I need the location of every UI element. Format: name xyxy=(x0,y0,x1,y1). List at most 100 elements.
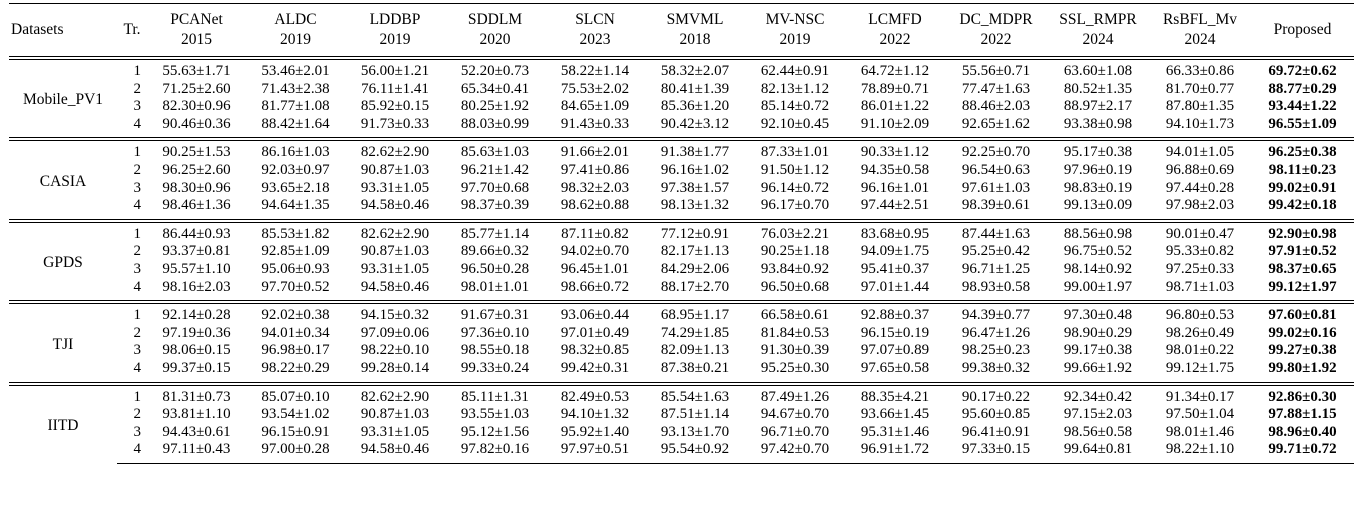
result-cell: 97.98±2.03 xyxy=(1165,197,1235,214)
result-cell: 90.87±1.03 xyxy=(360,406,430,423)
result-cell: 97.50±1.04 xyxy=(1165,406,1235,423)
result-cell: 97.91±0.52 xyxy=(1268,243,1337,260)
header-datasets: Datasets xyxy=(9,3,117,59)
result-cell: 95.12±1.56 xyxy=(460,423,530,440)
header-method-pcanet: PCANet 2015 xyxy=(147,3,246,59)
result-cell: 96.98±0.17 xyxy=(261,342,330,359)
result-cell: 96.14±0.72 xyxy=(760,179,830,196)
training-samples: 4 xyxy=(133,359,142,376)
result-cell: 55.56±0.71 xyxy=(945,56,1047,81)
result-cell: 97.41±0.86 xyxy=(560,161,630,178)
result-cell: 91.43±0.33 xyxy=(560,115,630,132)
training-samples: 1 xyxy=(117,137,147,162)
result-cell: 94.15±0.32 xyxy=(345,300,445,325)
result-cell: 94.01±1.05 xyxy=(1149,137,1251,162)
training-samples: 3 xyxy=(133,423,142,440)
result-cell: 81.84±0.53 xyxy=(760,324,830,341)
result-cell: 80.25±1.92 xyxy=(460,98,530,115)
table-header: Datasets Tr. PCANet 2015 ALDC 2019 LDDBP 2019… xyxy=(9,3,1354,59)
table-row: 4 90.46±0.36 88.42±1.64 91.73±0.33 88.03±0.9… xyxy=(9,116,1354,140)
result-cell: 93.31±1.05 xyxy=(360,423,430,440)
result-cell: 75.53±2.02 xyxy=(560,80,630,97)
result-cell: 86.16±1.03 xyxy=(246,137,345,162)
result-cell: 95.33±0.82 xyxy=(1165,243,1235,260)
result-cell: 82.09±1.13 xyxy=(660,342,730,359)
result-cell: 92.65±1.62 xyxy=(961,115,1031,132)
result-cell: 94.02±0.70 xyxy=(560,243,630,260)
table-row: IITD 1 81.31±0.73 85.07±0.10 82.62±2.90 85.11… xyxy=(9,381,1354,464)
dataset-name: TJI xyxy=(9,300,117,384)
result-cell: 99.66±1.92 xyxy=(1063,359,1133,376)
result-cell: 98.32±0.85 xyxy=(560,342,630,359)
result-cell: 88.46±2.03 xyxy=(961,98,1031,115)
training-samples: 2 xyxy=(133,243,142,260)
dataset-group-tji: TJI 1 92.14±0.28 92.02±0.38 94.15±0.32 91.67±… xyxy=(9,300,1354,384)
result-cell: 82.49±0.53 xyxy=(545,381,645,407)
result-cell: 96.41±0.91 xyxy=(961,423,1031,440)
result-cell: 97.33±0.15 xyxy=(945,441,1047,464)
result-cell: 99.33±0.24 xyxy=(460,359,530,376)
result-cell: 94.58±0.46 xyxy=(360,278,430,295)
result-cell: 96.54±0.63 xyxy=(961,161,1031,178)
result-cell: 93.38±0.98 xyxy=(1063,115,1133,132)
result-cell: 88.35±4.21 xyxy=(845,381,945,407)
result-cell: 95.57±1.10 xyxy=(162,260,231,277)
result-cell: 96.71±1.25 xyxy=(961,260,1031,277)
result-cell: 94.10±1.32 xyxy=(560,406,630,423)
result-cell: 92.88±0.37 xyxy=(845,300,945,325)
result-cell: 99.37±0.15 xyxy=(162,359,231,376)
result-cell: 99.00±1.97 xyxy=(1063,278,1133,295)
method-name: RsBFL_Mv xyxy=(1162,11,1238,28)
dataset-group-gpds: GPDS 1 86.44±0.93 85.53±1.82 82.62±2.90 85.77… xyxy=(9,218,1354,303)
result-cell: 98.56±0.58 xyxy=(1063,423,1133,440)
result-cell: 99.27±0.38 xyxy=(1268,342,1337,359)
result-cell: 98.01±1.46 xyxy=(1165,423,1235,440)
header-method-aldc: ALDC 2019 xyxy=(246,3,345,59)
result-cell: 74.29±1.85 xyxy=(660,324,730,341)
table-row: 3 82.30±0.96 81.77±1.08 85.92±0.15 80.25±1.9… xyxy=(9,98,1354,116)
result-cell: 98.13±1.32 xyxy=(660,197,730,214)
result-cell: 82.17±1.13 xyxy=(660,243,730,260)
result-cell: 81.70±0.77 xyxy=(1165,80,1235,97)
result-cell: 96.15±0.19 xyxy=(860,324,930,341)
result-cell: 99.71±0.72 xyxy=(1251,441,1354,464)
result-cell: 52.20±0.73 xyxy=(445,56,545,81)
result-cell: 77.12±0.91 xyxy=(645,218,745,244)
result-cell: 85.63±1.03 xyxy=(445,137,545,162)
training-samples: 3 xyxy=(133,260,142,277)
result-cell: 99.02±0.91 xyxy=(1268,179,1337,196)
result-cell: 88.97±2.17 xyxy=(1063,98,1133,115)
training-samples: 1 xyxy=(117,381,147,407)
result-cell: 94.67±0.70 xyxy=(760,406,830,423)
result-cell: 96.71±0.70 xyxy=(760,423,830,440)
header-method-lcmfd: LCMFD 2022 xyxy=(845,3,945,59)
method-year: 2019 xyxy=(779,31,811,48)
result-cell: 76.03±2.21 xyxy=(745,218,845,244)
result-cell: 85.07±0.10 xyxy=(246,381,345,407)
result-cell: 98.37±0.39 xyxy=(460,197,530,214)
result-cell: 93.54±1.02 xyxy=(261,406,330,423)
result-cell: 91.10±2.09 xyxy=(860,115,930,132)
method-name: SMVML xyxy=(666,11,724,28)
result-cell: 99.42±0.31 xyxy=(560,359,630,376)
result-cell: 93.44±1.22 xyxy=(1268,98,1337,115)
header-method-slcn: SLCN 2023 xyxy=(545,3,645,59)
header-method-ssl-rmpr: SSL_RMPR 2024 xyxy=(1047,3,1149,59)
result-cell: 96.88±0.69 xyxy=(1165,161,1235,178)
result-cell: 97.01±1.44 xyxy=(860,278,930,295)
result-cell: 90.87±1.03 xyxy=(360,243,430,260)
dataset-name: Mobile_PV1 xyxy=(9,55,117,140)
result-cell: 99.28±0.14 xyxy=(360,359,430,376)
training-samples: 4 xyxy=(133,115,142,132)
result-cell: 62.44±0.91 xyxy=(745,56,845,81)
result-cell: 97.38±1.57 xyxy=(660,179,730,196)
result-cell: 98.93±0.58 xyxy=(961,278,1031,295)
table-row: 2 71.25±2.60 71.43±2.38 76.11±1.41 65.34±0.4… xyxy=(9,81,1354,99)
result-cell: 94.01±0.34 xyxy=(261,324,330,341)
result-cell: 82.30±0.96 xyxy=(162,98,231,115)
training-samples: 1 xyxy=(117,300,147,325)
result-cell: 98.22±0.10 xyxy=(360,342,430,359)
result-cell: 81.77±1.08 xyxy=(261,98,330,115)
method-year: 2022 xyxy=(879,31,911,48)
